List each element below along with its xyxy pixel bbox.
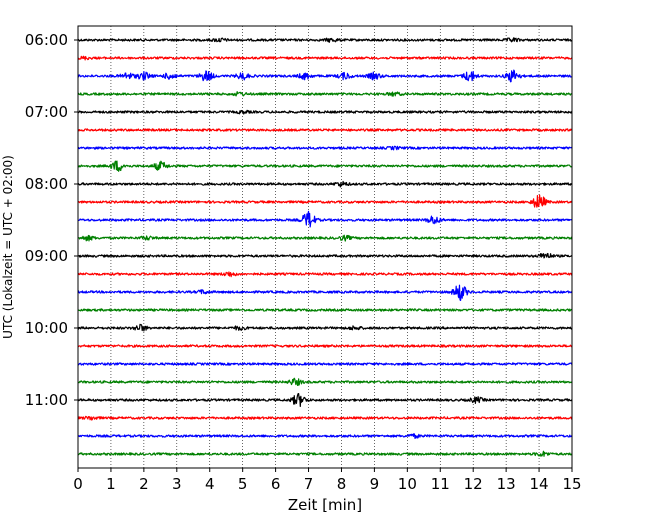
x-axis: 0 1 2 3 4 5 6 7 8 9 10 11 12 13 14 15	[73, 468, 582, 493]
x-tick-label: 2	[139, 475, 149, 493]
trace-line	[77, 377, 573, 387]
trace-line	[77, 284, 573, 302]
x-tick-label: 6	[271, 475, 281, 493]
x-tick-label: 15	[562, 475, 581, 493]
x-tick-label: 8	[337, 475, 347, 493]
x-tick-label: 0	[73, 475, 83, 493]
trace-line	[77, 91, 573, 97]
trace-line	[77, 160, 573, 172]
x-axis-label: Zeit [min]	[288, 496, 362, 514]
trace-line	[77, 344, 573, 348]
trace-line	[77, 234, 573, 242]
x-tick-label: 12	[464, 475, 483, 493]
x-tick-label: 13	[497, 475, 516, 493]
trace-line	[77, 69, 573, 83]
x-tick-label: 10	[398, 475, 417, 493]
trace-line	[77, 180, 573, 188]
y-tick-label: 06:00	[25, 31, 68, 49]
trace-line	[77, 433, 573, 440]
trace-line	[77, 128, 573, 132]
x-tick-label: 1	[106, 475, 116, 493]
x-tick-label: 9	[370, 475, 380, 493]
x-tick-label: 4	[205, 475, 215, 493]
y-tick-label: 11:00	[25, 391, 68, 409]
trace-line	[77, 450, 573, 457]
y-tick-label: 09:00	[25, 247, 68, 265]
y-tick-label: 08:00	[25, 175, 68, 193]
y-axis-label: UTC (Lokalzeit = UTC + 02:00)	[1, 155, 15, 339]
y-tick-label: 10:00	[25, 319, 68, 337]
x-tick-label: 14	[530, 475, 549, 493]
trace-line	[77, 109, 573, 115]
plot-frame	[77, 25, 573, 469]
x-tick-label: 5	[238, 475, 248, 493]
trace-line	[77, 37, 573, 43]
trace-line	[77, 415, 573, 421]
trace-line	[77, 362, 573, 366]
trace-line	[77, 271, 573, 278]
traces	[77, 37, 573, 457]
trace-line	[77, 393, 573, 408]
trace-line	[77, 55, 573, 61]
trace-line	[77, 194, 573, 208]
y-axis: 06:00 07:00 08:00 09:00 10:00 11:00	[25, 31, 78, 409]
trace-line	[77, 252, 573, 259]
x-tick-label: 7	[304, 475, 314, 493]
x-tick-label: 11	[431, 475, 450, 493]
y-tick-label: 07:00	[25, 103, 68, 121]
trace-line	[77, 308, 573, 312]
x-tick-label: 3	[172, 475, 182, 493]
trace-line	[77, 210, 573, 228]
trace-line	[77, 145, 573, 151]
trace-line	[77, 323, 573, 332]
